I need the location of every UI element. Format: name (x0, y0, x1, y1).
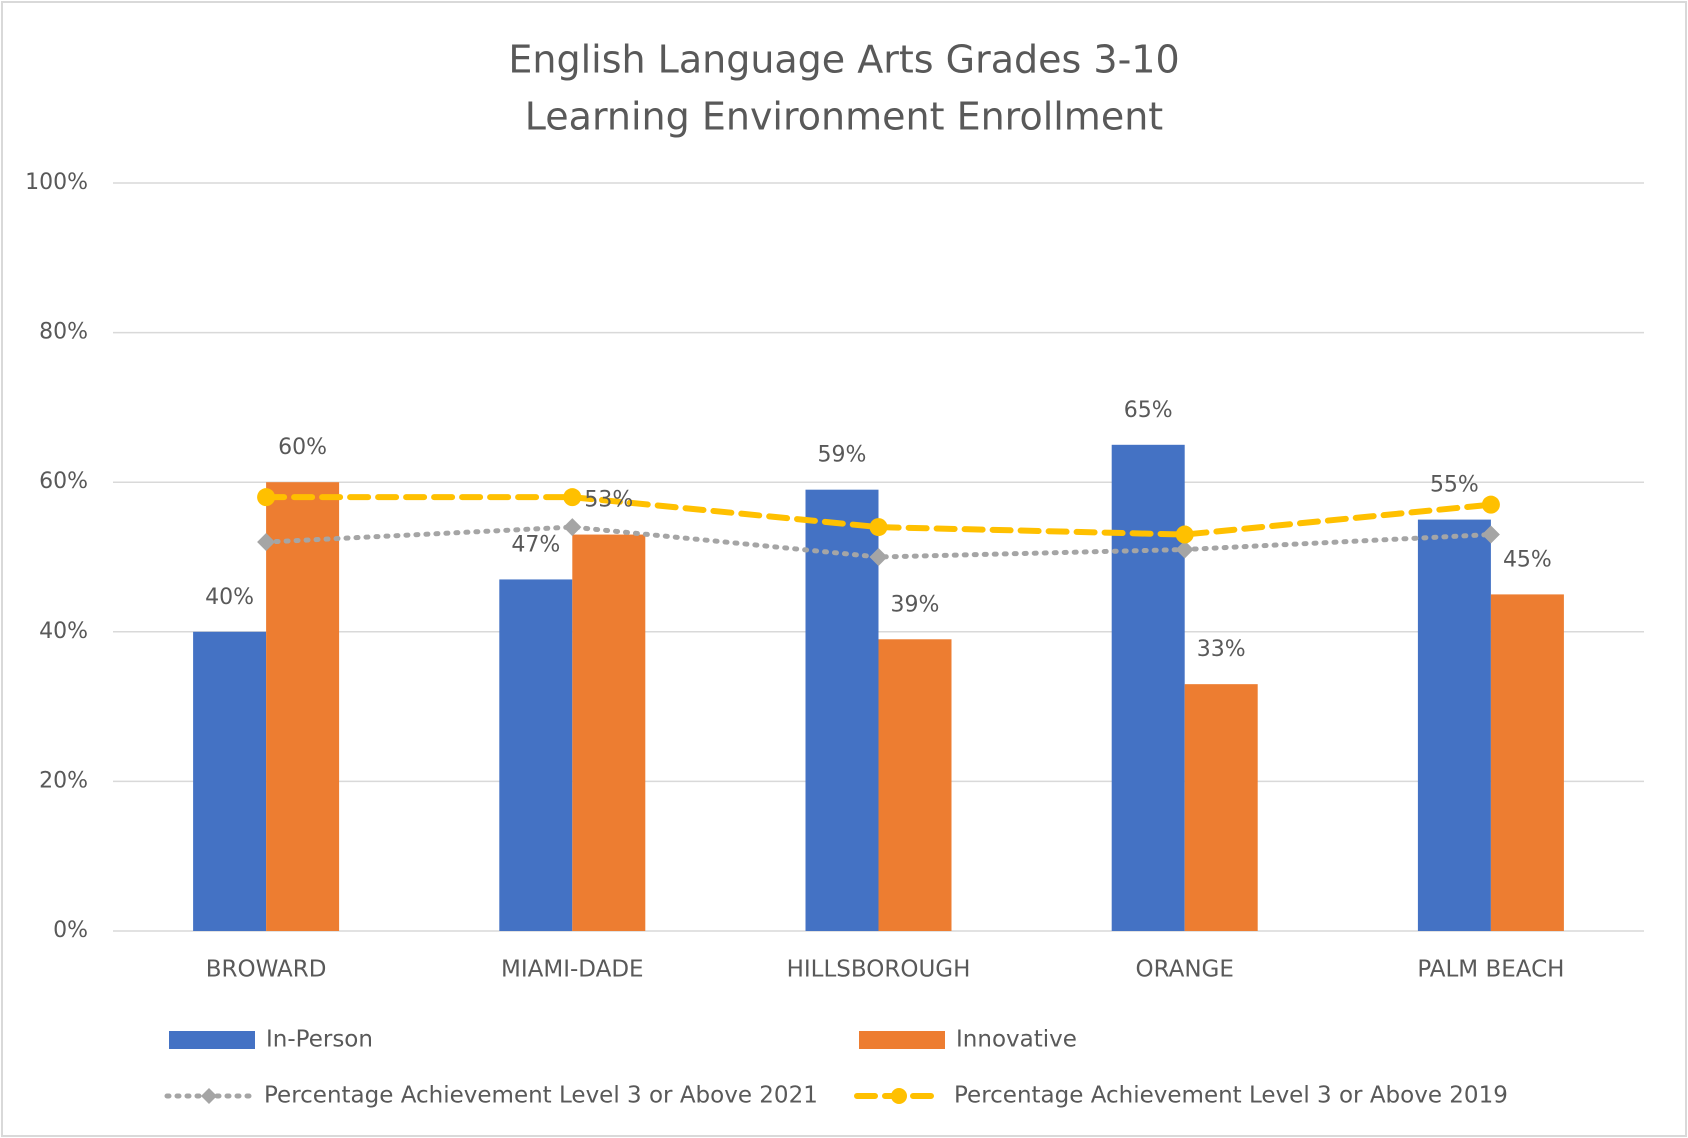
x-tick-label: ORANGE (1135, 957, 1233, 983)
marker (1481, 525, 1500, 544)
legend-item: Percentage Achievement Level 3 or Above … (164, 1083, 818, 1109)
marker (563, 518, 582, 537)
marker (869, 548, 888, 566)
y-tick-label: 60% (39, 469, 88, 494)
legend-label: Innovative (956, 1027, 1077, 1053)
bar (1417, 519, 1491, 931)
legend-item: Percentage Achievement Level 3 or Above … (854, 1083, 1508, 1109)
legend-marker (201, 1088, 217, 1104)
chart-title: English Language Arts Grades 3-10 (508, 38, 1179, 82)
bar (805, 489, 879, 931)
x-tick-label: PALM BEACH (1417, 957, 1564, 983)
y-tick-label: 20% (39, 768, 88, 793)
bar (499, 579, 573, 931)
data-label: 45% (1503, 547, 1552, 572)
y-tick-label: 0% (53, 918, 88, 943)
marker (869, 518, 888, 537)
legend-label: In-Person (266, 1027, 373, 1053)
x-tick-label: HILLSBOROUGH (787, 957, 971, 983)
legend-swatch (859, 1031, 945, 1049)
marker (257, 533, 276, 552)
data-label: 60% (278, 435, 327, 460)
legend-item: In-Person (169, 1027, 373, 1053)
bar (1111, 444, 1185, 931)
data-label: 33% (1197, 637, 1246, 662)
marker (1481, 495, 1500, 514)
legend-label: Percentage Achievement Level 3 or Above … (264, 1083, 818, 1109)
legend-item: Innovative (859, 1027, 1077, 1053)
bar (266, 482, 340, 931)
bar (1490, 594, 1564, 931)
x-tick-label: BROWARD (206, 957, 327, 983)
marker (563, 488, 582, 507)
legend-label: Percentage Achievement Level 3 or Above … (954, 1083, 1508, 1109)
chart-title: Learning Environment Enrollment (525, 95, 1163, 139)
data-label: 59% (818, 443, 867, 468)
y-tick-label: 100% (25, 170, 88, 195)
data-label: 55% (1430, 473, 1479, 498)
marker (1175, 525, 1194, 544)
data-label: 47% (511, 532, 560, 557)
bar (193, 631, 267, 931)
legend-marker (891, 1088, 907, 1104)
marker (257, 488, 276, 507)
y-tick-label: 40% (39, 619, 88, 644)
bar (1184, 684, 1258, 931)
data-label: 39% (891, 592, 940, 617)
x-tick-label: MIAMI-DADE (501, 957, 644, 983)
legend-swatch (169, 1031, 255, 1049)
bar (572, 534, 646, 931)
y-tick-label: 80% (39, 320, 88, 345)
bar (878, 639, 952, 931)
data-label: 53% (584, 488, 633, 513)
data-label: 40% (205, 585, 254, 610)
data-label: 65% (1124, 398, 1173, 423)
marker (1175, 540, 1194, 559)
